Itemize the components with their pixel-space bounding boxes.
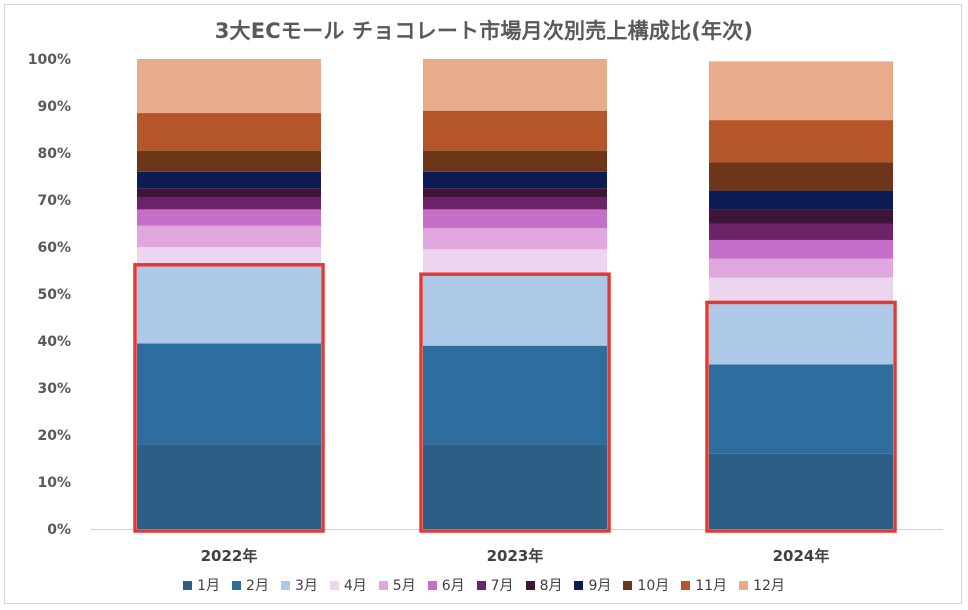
bar-segment — [137, 444, 321, 529]
legend-item: 4月 — [329, 575, 367, 595]
legend-label: 2月 — [246, 578, 269, 594]
legend-swatch — [183, 580, 193, 590]
legend-label: 3月 — [294, 578, 318, 594]
bar-segment — [709, 190, 893, 210]
bar-segment — [137, 59, 321, 114]
legend-swatch — [232, 580, 242, 590]
highlight-box — [705, 300, 897, 533]
bar-segment — [709, 364, 893, 454]
y-tick-label: 80% — [37, 146, 71, 162]
bar-segment — [423, 228, 607, 250]
legend-swatch — [476, 580, 486, 590]
bar-segment — [709, 162, 893, 191]
y-tick-label: 20% — [37, 428, 71, 444]
legend-item: 12月 — [739, 575, 785, 595]
highlight-box — [133, 263, 325, 533]
bar-segment — [137, 188, 321, 198]
legend-label: 11月 — [695, 578, 728, 594]
bar-segment — [137, 225, 321, 247]
legend-item: 2月 — [232, 575, 269, 595]
bar-segment — [423, 444, 607, 529]
legend-label: 7月 — [490, 578, 514, 594]
y-tick-label: 90% — [37, 99, 71, 115]
legend-item: 10月 — [623, 575, 669, 595]
legend-swatch — [574, 580, 584, 590]
legend-item: 7月 — [476, 575, 514, 595]
bar-segment — [137, 171, 321, 189]
legend-label: 12月 — [753, 578, 785, 594]
x-category-label: 2022年 — [201, 547, 258, 565]
bar-segment — [709, 453, 893, 529]
chart-title: 3大ECモール チョコレート市場月次別売上構成比(年次) — [214, 19, 754, 43]
bar-segment — [423, 197, 607, 210]
legend-item: 11月 — [681, 575, 727, 595]
legend-swatch — [623, 580, 633, 590]
legend-swatch — [681, 580, 691, 590]
bar-segment — [709, 303, 893, 365]
bar-segment — [137, 343, 321, 445]
legend-swatch — [378, 580, 388, 590]
bar-segment — [423, 209, 607, 229]
legend-item: 9月 — [574, 575, 611, 595]
bar-segment — [423, 59, 607, 111]
legend-swatch — [525, 580, 535, 590]
bar-segment — [709, 120, 893, 163]
legend-label: 10月 — [637, 578, 670, 594]
bar-segment — [709, 258, 893, 278]
y-tick-label: 60% — [37, 240, 71, 256]
bar-segment — [709, 239, 893, 259]
bar-segment — [423, 275, 607, 346]
legend-item: 3月 — [280, 575, 318, 595]
legend-item: 8月 — [525, 575, 563, 595]
legend-label: 4月 — [343, 578, 367, 594]
legend-label: 9月 — [588, 578, 612, 594]
bar-segment — [423, 110, 607, 151]
bar-segment — [137, 247, 321, 266]
bar-segment — [709, 61, 893, 121]
y-tick-label: 100% — [28, 52, 71, 68]
y-tick-label: 70% — [37, 193, 71, 209]
legend-swatch — [329, 580, 339, 590]
highlight-box — [419, 272, 611, 533]
legend-swatch — [739, 580, 749, 590]
chart-frame: 3大ECモール チョコレート市場月次別売上構成比(年次) 0% 10% 20% 30%… — [4, 4, 962, 604]
x-category-label: 2023年 — [487, 547, 544, 565]
legend-item: 5月 — [378, 575, 416, 595]
bar-segment — [137, 209, 321, 226]
bar-segment — [423, 345, 607, 445]
legend-item: 6月 — [427, 575, 465, 595]
legend-label: 5月 — [392, 578, 416, 594]
bar-segment — [709, 209, 893, 224]
bar-segment — [137, 150, 321, 172]
x-category-label: 2024年 — [773, 547, 830, 565]
bar-segment — [423, 171, 607, 189]
y-tick-label: 10% — [37, 475, 71, 491]
legend-swatch — [280, 580, 290, 590]
bar-segment — [709, 223, 893, 240]
bar-segment — [709, 277, 893, 304]
bar-segment — [423, 188, 607, 198]
legend-label: 1月 — [197, 578, 221, 594]
legend-swatch — [427, 580, 437, 590]
y-tick-label: 50% — [37, 287, 71, 303]
bar-segment — [423, 249, 607, 276]
bar-segment — [137, 197, 321, 210]
legend-label: 6月 — [441, 578, 465, 594]
legend-label: 8月 — [539, 578, 563, 594]
chart-legend: 1月 2月 3月 4月 5月 6月 7月 8月 9月 10月 11月 12月 — [5, 575, 963, 595]
bar-segment — [137, 113, 321, 151]
y-tick-label: 40% — [37, 334, 71, 350]
legend-item: 1月 — [183, 575, 220, 595]
chart-plot: 0% 10% 20% 30% 40% 50% 60% 70% 80% 90% 100% 2022年 20… — [28, 52, 943, 565]
y-tick-label: 30% — [37, 381, 71, 397]
y-tick-label: 0% — [47, 522, 71, 538]
bar-segment — [137, 265, 321, 344]
bar-segment — [423, 150, 607, 172]
